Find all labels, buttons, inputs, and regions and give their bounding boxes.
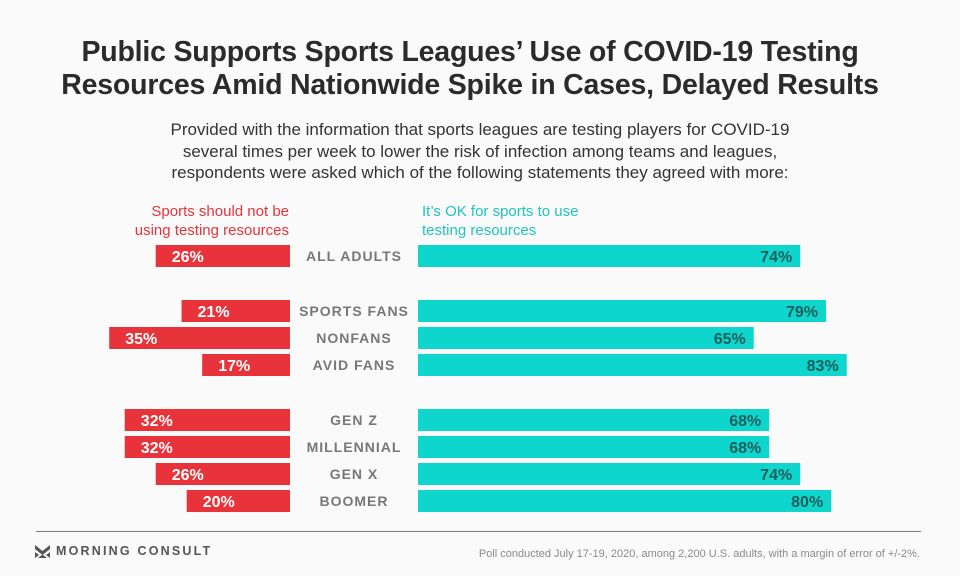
- label-negative-nonfans: 35%: [125, 331, 157, 348]
- morning-consult-m-icon: [35, 544, 50, 558]
- chart-subtitle: Provided with the information that sport…: [0, 119, 960, 184]
- label-positive-millennial: 68%: [729, 440, 761, 457]
- morning-consult-logo: MORNING CONSULT: [35, 544, 212, 558]
- bar-negative-avid-fans: [202, 354, 290, 376]
- bar-positive-avid-fans: [418, 354, 847, 376]
- label-negative-millennial: 32%: [141, 440, 173, 457]
- label-negative-gen-z: 32%: [141, 413, 173, 430]
- row-gen-x: 26% GEN X 74%: [155, 463, 801, 485]
- subtitle-line-2: several times per week to lower the risk…: [182, 141, 778, 161]
- chart-title: Public Supports Sports Leagues’ Use of C…: [0, 36, 940, 102]
- label-negative-all-adults: 26%: [172, 249, 204, 266]
- row-millennial: 32% MILLENNIAL 68%: [124, 436, 770, 458]
- row-boomer: 20% BOOMER 80%: [186, 490, 832, 512]
- poll-footnote: Poll conducted July 17-19, 2020, among 2…: [478, 548, 920, 560]
- bar-negative-gen-z: [124, 409, 290, 431]
- bar-negative-gen-x: [155, 463, 290, 485]
- label-positive-all-adults: 74%: [760, 249, 792, 266]
- footer-divider: [36, 531, 921, 532]
- legend-negative-line-1: Sports should not be: [151, 203, 289, 220]
- category-label-all-adults: ALL ADULTS: [306, 248, 402, 264]
- bar-positive-nonfans: [418, 327, 754, 349]
- label-negative-sports-fans: 21%: [198, 304, 230, 321]
- row-nonfans: 35% NONFANS 65%: [109, 327, 754, 349]
- bar-positive-millennial: [418, 436, 770, 458]
- bar-negative-sports-fans: [181, 300, 290, 322]
- category-label-gen-z: GEN Z: [330, 412, 378, 428]
- legend-positive-line-1: It’s OK for sports to use: [422, 203, 579, 220]
- bar-positive-gen-x: [418, 463, 801, 485]
- category-label-millennial: MILLENNIAL: [307, 439, 402, 455]
- subtitle-line-1: Provided with the information that sport…: [170, 120, 790, 139]
- label-negative-gen-x: 26%: [172, 467, 204, 484]
- row-gen-z: 32% GEN Z 68%: [124, 409, 770, 431]
- category-label-nonfans: NONFANS: [316, 330, 391, 346]
- legend-positive-line-2: testing resources: [422, 222, 537, 239]
- label-positive-nonfans: 65%: [714, 331, 746, 348]
- bar-positive-boomer: [418, 490, 832, 512]
- legend-negative: Sports should not be using testing resou…: [69, 202, 289, 240]
- label-positive-gen-z: 68%: [729, 413, 761, 430]
- label-negative-avid-fans: 17%: [218, 358, 250, 375]
- category-label-boomer: BOOMER: [320, 493, 389, 509]
- category-label-sports-fans: SPORTS FANS: [299, 303, 409, 319]
- label-positive-avid-fans: 83%: [807, 358, 839, 375]
- category-label-gen-x: GEN X: [330, 466, 379, 482]
- bar-positive-all-adults: [418, 245, 801, 267]
- bar-negative-boomer: [186, 490, 290, 512]
- bar-negative-all-adults: [155, 245, 290, 267]
- label-positive-sports-fans: 79%: [786, 304, 818, 321]
- legend-negative-line-2: using testing resources: [134, 222, 289, 239]
- legend-positive: It’s OK for sports to use testing resour…: [422, 202, 662, 240]
- brand-name: MORNING CONSULT: [56, 544, 213, 558]
- row-sports-fans: 21% SPORTS FANS 79%: [181, 300, 827, 322]
- category-label-avid-fans: AVID FANS: [313, 357, 396, 373]
- row-all-adults: 26% ALL ADULTS 74%: [155, 245, 801, 267]
- bar-positive-sports-fans: [418, 300, 827, 322]
- bar-negative-millennial: [124, 436, 290, 458]
- chart-title-line-2: Resources Amid Nationwide Spike in Cases…: [61, 69, 879, 101]
- chart-title-line-1: Public Supports Sports Leagues’ Use of C…: [81, 36, 859, 68]
- subtitle-line-3: respondents were asked which of the foll…: [171, 163, 789, 182]
- label-negative-boomer: 20%: [203, 494, 235, 511]
- label-positive-boomer: 80%: [791, 494, 823, 511]
- bar-positive-gen-z: [418, 409, 770, 431]
- bar-negative-nonfans: [109, 327, 290, 349]
- label-positive-gen-x: 74%: [760, 467, 792, 484]
- row-avid-fans: 17% AVID FANS 83%: [202, 354, 847, 376]
